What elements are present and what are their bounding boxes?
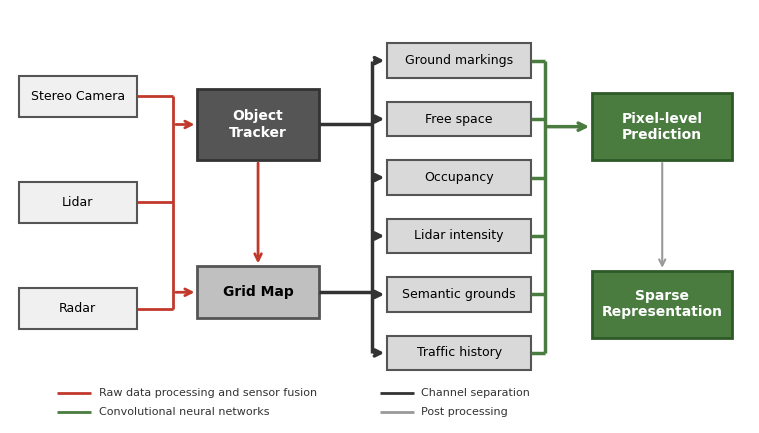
Text: Traffic history: Traffic history <box>417 346 502 359</box>
Text: Radar: Radar <box>59 302 96 315</box>
Text: Lidar intensity: Lidar intensity <box>414 229 504 242</box>
Text: Raw data processing and sensor fusion: Raw data processing and sensor fusion <box>99 388 317 398</box>
Text: Semantic grounds: Semantic grounds <box>402 288 516 301</box>
FancyBboxPatch shape <box>197 266 319 318</box>
FancyBboxPatch shape <box>387 219 531 253</box>
Text: Channel separation: Channel separation <box>421 388 530 398</box>
Text: Occupancy: Occupancy <box>424 171 494 184</box>
Text: Lidar: Lidar <box>62 196 93 209</box>
FancyBboxPatch shape <box>19 76 137 117</box>
FancyBboxPatch shape <box>592 271 732 338</box>
FancyBboxPatch shape <box>387 102 531 136</box>
FancyBboxPatch shape <box>197 89 319 160</box>
FancyBboxPatch shape <box>387 160 531 195</box>
Text: Stereo Camera: Stereo Camera <box>30 90 125 103</box>
Text: Object
Tracker: Object Tracker <box>229 110 287 139</box>
FancyBboxPatch shape <box>387 336 531 370</box>
Text: Ground markings: Ground markings <box>405 54 513 67</box>
Text: Post processing: Post processing <box>421 407 508 417</box>
Text: Pixel-level
Prediction: Pixel-level Prediction <box>622 112 703 142</box>
FancyBboxPatch shape <box>387 277 531 312</box>
Text: Convolutional neural networks: Convolutional neural networks <box>99 407 269 417</box>
Text: Grid Map: Grid Map <box>222 285 294 299</box>
FancyBboxPatch shape <box>19 288 137 329</box>
FancyBboxPatch shape <box>387 43 531 78</box>
Text: Free space: Free space <box>426 113 493 126</box>
FancyBboxPatch shape <box>19 182 137 223</box>
FancyBboxPatch shape <box>592 93 732 160</box>
Text: Sparse
Representation: Sparse Representation <box>602 289 723 319</box>
